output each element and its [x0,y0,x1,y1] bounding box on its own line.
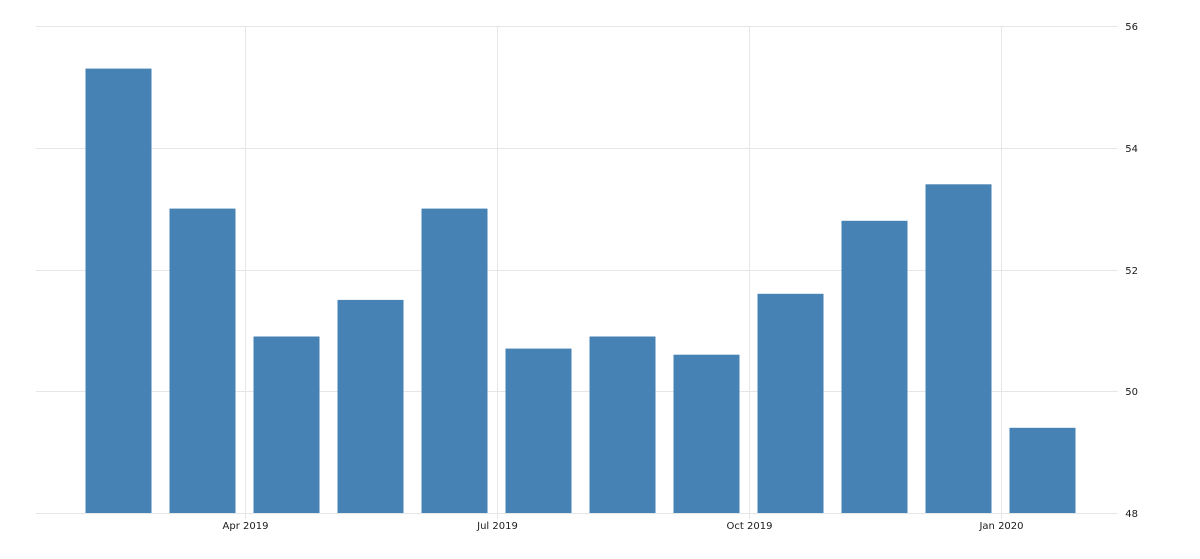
x-tick-label: Oct 2019 [727,521,773,532]
bar-apr-2019[interactable] [253,336,320,514]
bar-jun-2019[interactable] [421,208,488,513]
y-tick-label: 52 [1125,266,1138,277]
bar-feb-2019[interactable] [85,68,152,513]
y-tick-label: 54 [1125,144,1138,155]
y-tick-label: 56 [1125,22,1138,33]
y-tick-label: 48 [1125,509,1138,520]
bar-dec-2019[interactable] [925,184,992,514]
x-tick-label: Apr 2019 [223,521,269,532]
bars [85,68,1076,514]
bar-nov-2019[interactable] [841,220,908,514]
bar-jan-2020[interactable] [1009,427,1076,513]
bar-mar-2019[interactable] [169,208,236,513]
y-tick-label: 50 [1125,387,1138,398]
x-tick-label: Jul 2019 [476,521,518,532]
x-axis: Apr 2019 Jul 2019 Oct 2019 Jan 2020 [223,521,1024,532]
x-tick-label: Jan 2020 [978,521,1023,532]
bar-jul-2019[interactable] [505,348,572,513]
bar-sep-2019[interactable] [673,354,740,513]
y-axis: 48 50 52 54 56 [1125,22,1138,520]
bar-aug-2019[interactable] [589,336,656,514]
bar-oct-2019[interactable] [757,293,824,513]
bar-may-2019[interactable] [337,299,404,513]
